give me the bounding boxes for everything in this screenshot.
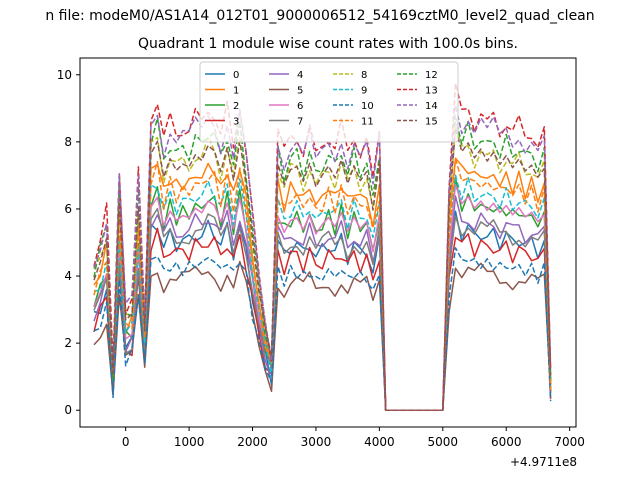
- axes-frame: [79, 57, 577, 428]
- legend-label-3: 3: [233, 117, 239, 128]
- series-line-4: [93, 195, 552, 411]
- y-tick-label: 4: [64, 269, 72, 283]
- x-tick-label: 7000: [554, 435, 585, 449]
- x-tick-label: 0: [122, 435, 130, 449]
- plot-lines: [93, 82, 552, 411]
- legend-label-6: 6: [297, 101, 303, 112]
- series-line-10: [93, 247, 552, 411]
- y-tick-label: 0: [64, 403, 72, 417]
- x-tick-label: 2000: [237, 435, 268, 449]
- x-tick-label: 5000: [428, 435, 459, 449]
- legend-label-5: 5: [297, 86, 303, 97]
- x-tick-label: 3000: [301, 435, 332, 449]
- legend-label-10: 10: [361, 101, 374, 112]
- series-line-3: [93, 227, 552, 411]
- series-line-8: [93, 124, 552, 411]
- legend-label-4: 4: [297, 70, 303, 81]
- legend-label-2: 2: [233, 101, 239, 112]
- series-line-2: [93, 177, 552, 411]
- series-line-6: [93, 184, 552, 411]
- y-axis: 0 2 4 6 8 10: [57, 68, 80, 417]
- chart-title: Quadrant 1 module wise count rates with …: [138, 36, 518, 52]
- series-line-7: [93, 207, 552, 411]
- series-line-13: [93, 82, 552, 411]
- x-tick-label: 4000: [364, 435, 395, 449]
- legend-label-7: 7: [297, 117, 303, 128]
- series-line-15: [93, 127, 552, 411]
- series-line-12: [93, 116, 552, 411]
- legend-label-9: 9: [361, 86, 367, 97]
- x-offset-label: +4.9711e8: [510, 455, 577, 469]
- y-tick-label: 10: [57, 68, 72, 82]
- x-tick-label: 1000: [174, 435, 205, 449]
- legend-label-13: 13: [425, 86, 438, 97]
- y-tick-label: 8: [64, 135, 72, 149]
- legend-frame: [199, 61, 459, 143]
- legend-label-1: 1: [233, 86, 239, 97]
- figure-suptitle: n file: modeM0/AS1A14_012T01_9000006512_…: [45, 8, 594, 24]
- legend-label-14: 14: [425, 101, 438, 112]
- legend-label-15: 15: [425, 117, 438, 128]
- series-line-14: [93, 104, 552, 411]
- y-tick-label: 2: [64, 336, 72, 350]
- series-line-5: [93, 260, 552, 411]
- legend-label-12: 12: [425, 70, 438, 81]
- series-line-9: [93, 174, 552, 411]
- x-axis: 0 1000 2000 3000 4000 5000 6000 7000: [122, 427, 585, 449]
- legend-label-8: 8: [361, 70, 367, 81]
- series-line-1: [93, 157, 552, 411]
- legend-label-0: 0: [233, 70, 239, 81]
- legend-label-11: 11: [361, 117, 374, 128]
- x-tick-label: 6000: [491, 435, 522, 449]
- series-line-11: [93, 158, 552, 411]
- y-tick-label: 6: [64, 202, 72, 216]
